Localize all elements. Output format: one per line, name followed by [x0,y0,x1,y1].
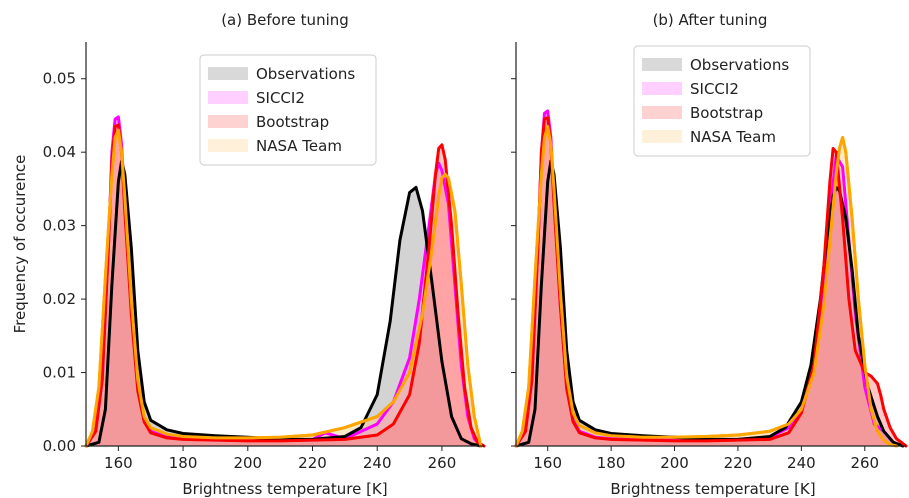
plot-area-before: 160 180 200 220 240 260 0.00 0.01 0.02 0.03 0.04 0.… [43,42,486,472]
series-line-bootstrap [84,123,486,448]
legend: Observations SICCI2 Bootstrap NASA Team [199,54,377,166]
panel-after-tuning: (b) After tuning 160 180 200 220 240 260 Obser… [511,11,908,498]
histogram-nasa-team [86,130,481,446]
histogram-sicci2 [86,116,481,447]
panel-a-title: (a) Before tuning [221,11,349,29]
x-tick-label: 240 [363,454,392,472]
panel-b-title: (b) After tuning [653,11,768,29]
legend-box [199,54,377,166]
legend-swatch-sicci2 [642,82,682,95]
panel-b-xlabel: Brightness temperature [K] [610,480,815,498]
legend-swatch-observations [208,67,248,80]
legend-label-nasa-team: NASA Team [690,128,776,146]
x-tick-label: 200 [233,454,262,472]
x-tick-label: 180 [169,454,198,472]
legend-swatch-bootstrap [642,106,682,119]
series-line-nasa-team-overlay [84,128,483,448]
y-axis-label: Frequency of occurence [11,155,29,334]
legend-label-observations: Observations [256,65,355,83]
legend-swatch-nasa-team [208,139,248,152]
legend-swatch-sicci2 [208,91,248,104]
x-tick-label: 180 [597,454,626,472]
x-tick-label: 220 [724,454,753,472]
y-tick-label: 0.01 [43,364,76,382]
panel-before-tuning: (a) Before tuning 160 180 200 220 240 260 0.00… [11,11,486,498]
plot-area-after: 160 180 200 220 240 260 Observations SICCI2 Boot… [511,42,908,472]
legend-label-bootstrap: Bootstrap [690,104,763,122]
legend-label-observations: Observations [690,56,789,74]
legend: Observations SICCI2 Bootstrap NASA Team [633,45,811,157]
x-tick-label: 240 [787,454,816,472]
x-tick-label: 260 [850,454,879,472]
series-line-nasa-team-overlay [514,125,898,448]
legend-swatch-nasa-team [642,130,682,143]
legend-box [633,45,811,157]
y-tick-label: 0.00 [43,437,76,455]
x-tick-label: 220 [298,454,327,472]
panel-a-xlabel: Brightness temperature [K] [182,480,387,498]
series-line-bootstrap [514,116,908,448]
histogram-nasa-team [516,126,897,446]
histogram-bootstrap [516,117,906,446]
legend-swatch-observations [642,58,682,71]
x-tick-label: 160 [533,454,562,472]
legend-label-nasa-team: NASA Team [256,137,342,155]
y-tick-label: 0.05 [43,70,76,88]
legend-label-sicci2: SICCI2 [256,89,305,107]
x-tick-label: 160 [104,454,133,472]
y-tick-label: 0.02 [43,290,76,308]
x-tick-label: 200 [660,454,689,472]
legend-swatch-bootstrap [208,115,248,128]
x-tick-label: 260 [428,454,457,472]
legend-label-sicci2: SICCI2 [690,80,739,98]
y-tick-label: 0.03 [43,217,76,235]
y-tick-label: 0.04 [43,143,76,161]
legend-label-bootstrap: Bootstrap [256,113,329,131]
